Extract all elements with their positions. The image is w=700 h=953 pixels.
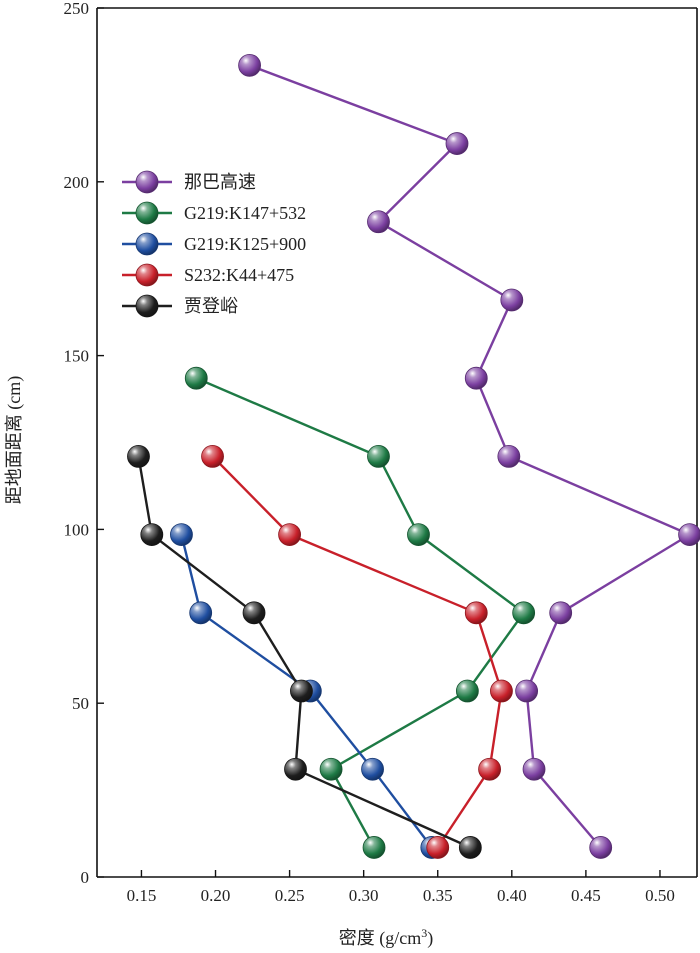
data-point bbox=[500, 288, 524, 312]
x-tick-label: 0.30 bbox=[349, 886, 379, 905]
data-point bbox=[170, 523, 193, 547]
legend-label: 贾登峪 bbox=[184, 296, 238, 316]
data-point bbox=[464, 601, 488, 625]
data-point bbox=[238, 53, 261, 77]
legend-label: G219:K147+532 bbox=[184, 203, 306, 223]
legend-label: G219:K125+900 bbox=[184, 234, 306, 254]
series-5 bbox=[127, 445, 482, 859]
series-line bbox=[249, 64, 691, 849]
legend-marker bbox=[135, 294, 159, 318]
x-tick-label: 0.20 bbox=[201, 886, 231, 905]
data-point bbox=[290, 679, 313, 703]
data-point bbox=[367, 445, 390, 468]
data-point bbox=[549, 601, 573, 625]
data-point bbox=[458, 836, 482, 859]
legend: 那巴高速 G219:K147+532 G219:K125+900 S232:K44+4… bbox=[122, 170, 306, 318]
data-point bbox=[140, 523, 164, 547]
legend-item: G219:K125+900 bbox=[122, 232, 306, 256]
x-tick-label: 0.50 bbox=[645, 886, 675, 905]
series-line bbox=[137, 456, 471, 849]
legend-item: 贾登峪 bbox=[122, 294, 238, 318]
data-point bbox=[490, 679, 513, 703]
data-point bbox=[278, 523, 301, 547]
data-point bbox=[512, 601, 536, 625]
legend-item: G219:K147+532 bbox=[122, 201, 306, 225]
legend-label: S232:K44+475 bbox=[184, 265, 294, 285]
data-point bbox=[497, 445, 521, 468]
x-tick-label: 0.15 bbox=[127, 886, 157, 905]
data-point bbox=[426, 836, 450, 859]
data-point bbox=[407, 523, 430, 547]
legend-marker bbox=[135, 232, 159, 256]
legend-marker bbox=[135, 263, 159, 287]
data-point bbox=[361, 757, 384, 781]
series-2 bbox=[184, 366, 536, 859]
legend-item: 那巴高速 bbox=[122, 170, 256, 194]
legend-item: S232:K44+475 bbox=[122, 263, 294, 287]
data-point bbox=[189, 601, 213, 625]
x-axis-title: 密度 (g/cm3) bbox=[339, 926, 434, 949]
x-tick-label: 0.25 bbox=[275, 886, 305, 905]
y-tick-label: 150 bbox=[64, 347, 90, 366]
x-tick-label: 0.40 bbox=[497, 886, 527, 905]
data-point bbox=[319, 757, 343, 781]
data-point bbox=[242, 601, 266, 625]
legend-label: 那巴高速 bbox=[184, 172, 256, 192]
data-point bbox=[367, 210, 390, 234]
legend-marker bbox=[135, 201, 159, 225]
axis-ticks: 0.15 0.20 0.25 0.30 0.35 0.40 0.45 0.50 0 50 100 15… bbox=[64, 0, 675, 905]
x-tick-label: 0.35 bbox=[423, 886, 453, 905]
series-1 bbox=[238, 53, 700, 859]
data-point bbox=[522, 757, 546, 781]
data-point bbox=[589, 836, 613, 859]
data-point bbox=[362, 836, 386, 859]
y-axis-title: 距地面距离 (cm) bbox=[4, 376, 25, 504]
data-point bbox=[284, 757, 307, 781]
y-tick-label: 50 bbox=[72, 694, 89, 713]
data-point bbox=[455, 679, 479, 703]
y-tick-label: 250 bbox=[64, 0, 90, 18]
data-point bbox=[127, 445, 150, 468]
data-point bbox=[678, 523, 700, 547]
data-point bbox=[445, 132, 469, 155]
data-point bbox=[464, 366, 488, 390]
y-tick-label: 0 bbox=[81, 868, 90, 887]
data-point bbox=[478, 757, 501, 781]
data-point bbox=[201, 445, 224, 468]
series-4 bbox=[201, 445, 513, 859]
data-point bbox=[515, 679, 539, 703]
y-tick-label: 200 bbox=[64, 173, 90, 192]
y-tick-label: 100 bbox=[64, 520, 90, 539]
series-group bbox=[127, 53, 700, 859]
legend-marker bbox=[135, 170, 159, 194]
x-tick-label: 0.45 bbox=[571, 886, 601, 905]
data-point bbox=[184, 366, 208, 390]
series-line bbox=[211, 455, 503, 849]
axes bbox=[96, 7, 698, 878]
